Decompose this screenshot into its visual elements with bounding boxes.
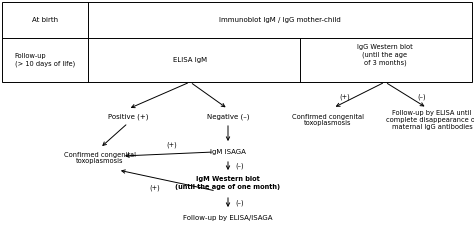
Text: Follow-up by ELISA until
complete disappearance of
maternal IgG antibodies: Follow-up by ELISA until complete disapp…	[386, 110, 474, 130]
Text: (+): (+)	[167, 142, 177, 148]
Text: Follow-up by ELISA/ISAGA: Follow-up by ELISA/ISAGA	[183, 215, 273, 221]
Text: IgM Western blot
(until the age of one month): IgM Western blot (until the age of one m…	[175, 176, 281, 189]
Text: (–): (–)	[418, 94, 426, 100]
Text: At birth: At birth	[32, 17, 58, 23]
Text: Immunoblot IgM / IgG mother-child: Immunoblot IgM / IgG mother-child	[219, 17, 341, 23]
Bar	[2, 2, 472, 82]
Text: (+): (+)	[340, 94, 350, 100]
Text: Follow-up
(> 10 days of life): Follow-up (> 10 days of life)	[15, 53, 75, 67]
Text: IgG Western blot
(until the age
of 3 months): IgG Western blot (until the age of 3 mon…	[357, 44, 413, 66]
Text: Negative (–): Negative (–)	[207, 114, 249, 120]
Text: Positive (+): Positive (+)	[108, 114, 148, 120]
Text: Confirmed congenital
toxoplasmosis: Confirmed congenital toxoplasmosis	[64, 152, 136, 164]
Text: (–): (–)	[236, 200, 244, 206]
Text: IgM ISAGA: IgM ISAGA	[210, 149, 246, 155]
Text: ELISA IgM: ELISA IgM	[173, 57, 207, 63]
Text: Confirmed congenital
toxoplasmosis: Confirmed congenital toxoplasmosis	[292, 114, 364, 126]
Text: (+): (+)	[150, 185, 160, 191]
Text: (–): (–)	[236, 163, 244, 169]
